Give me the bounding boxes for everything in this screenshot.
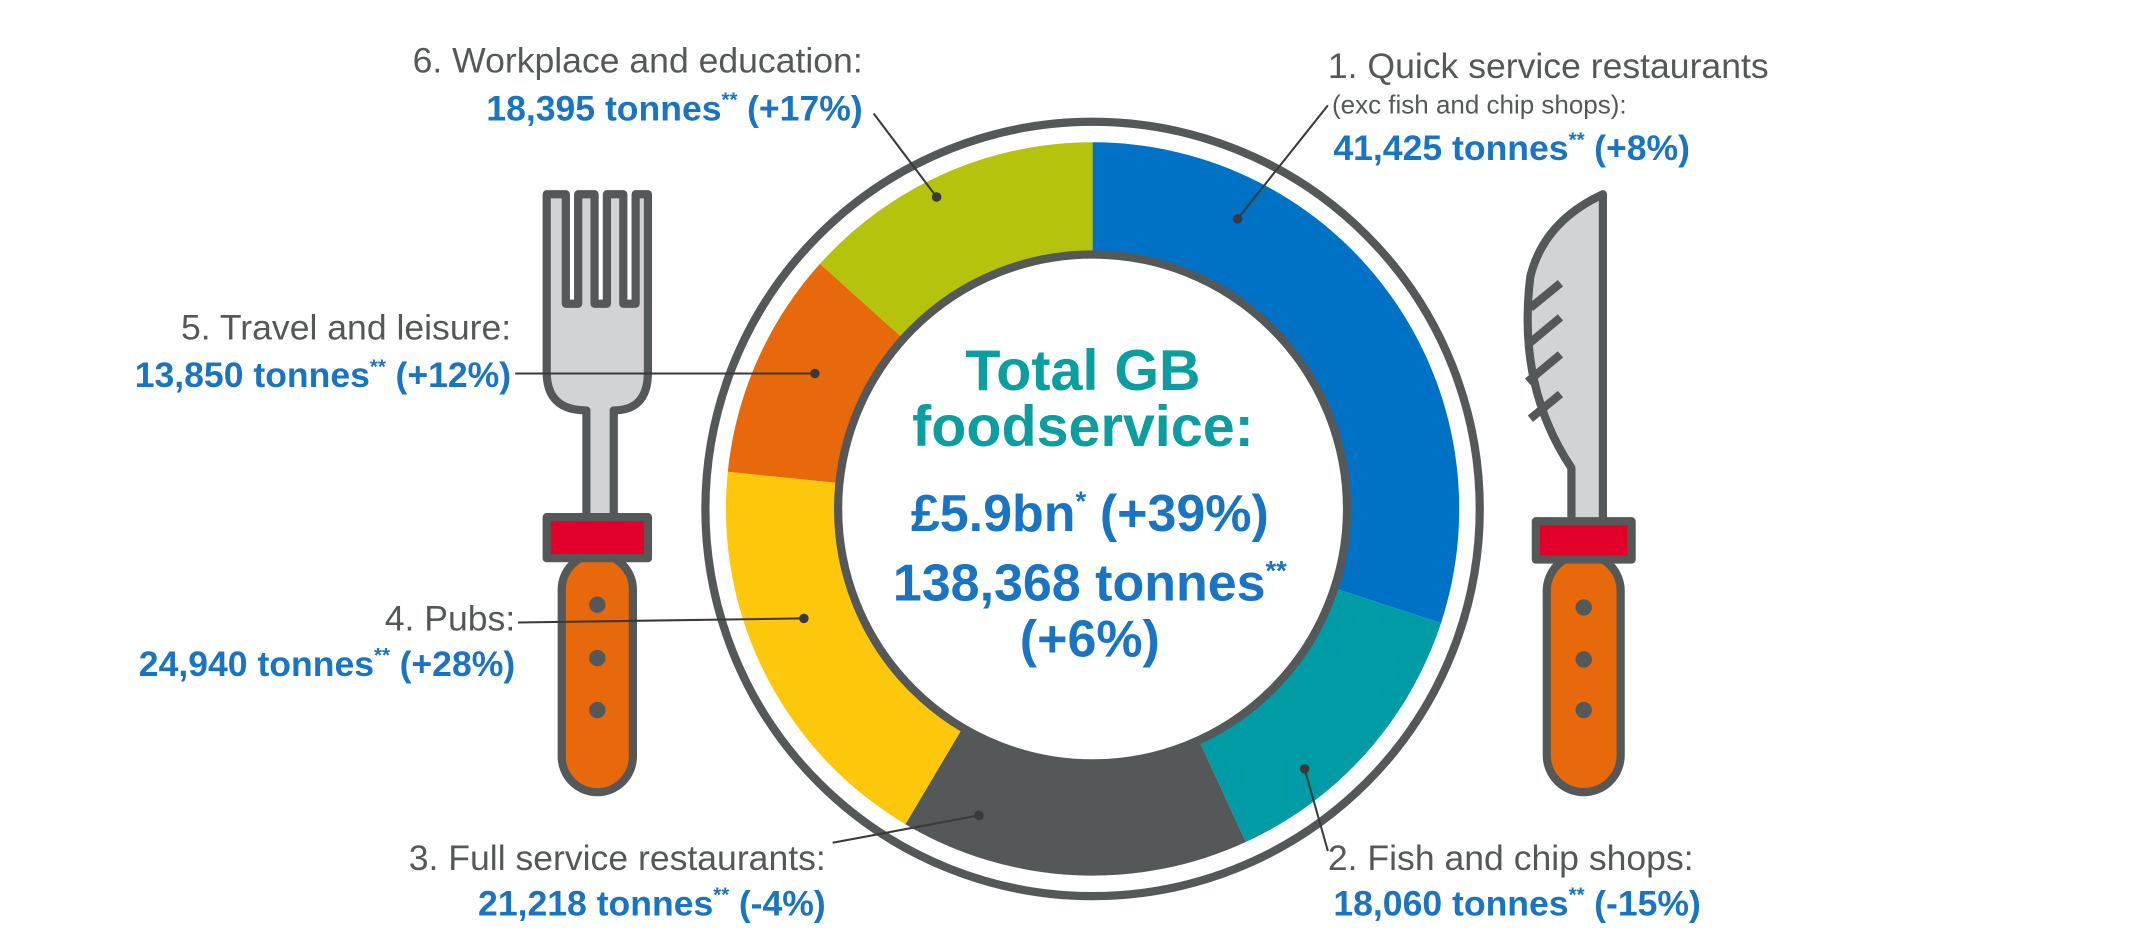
- center-title: foodservice:: [912, 395, 1254, 459]
- category-label: 2. Fish and chip shops:: [1328, 838, 1694, 878]
- value-change: (+28%): [400, 644, 516, 684]
- leader-line: [517, 617, 804, 624]
- value-label: 18,060 tonnes** (-15%): [1333, 883, 1700, 923]
- donut-segment: [1198, 588, 1441, 843]
- leader-dot: [810, 368, 820, 379]
- donut-segment: [819, 142, 1093, 339]
- leader-line: [1303, 768, 1329, 852]
- value-label: 13,850 tonnes** (+12%): [135, 355, 511, 395]
- category-label: 3. Full service restaurants:: [409, 838, 826, 878]
- value-change: (+12%): [395, 355, 511, 395]
- value-note: **: [722, 89, 738, 112]
- category-label: 6. Workplace and education:: [413, 41, 863, 81]
- center-title: Total GB: [965, 339, 1200, 403]
- value-label: 18,395 tonnes** (+17%): [486, 88, 862, 128]
- leader-dot: [799, 613, 809, 624]
- value-text: 24,940 tonnes: [139, 644, 374, 684]
- labels: 1. Quick service restaurants 41,425 tonne…: [135, 41, 1769, 924]
- center-total: 138,368 tonnes**: [893, 555, 1287, 613]
- center-value-change: (+39%): [1100, 485, 1269, 543]
- donut: [725, 142, 1460, 876]
- leader-line: [832, 814, 980, 844]
- value-note: **: [370, 355, 386, 378]
- category-label: 1. Quick service restaurants: [1328, 46, 1769, 86]
- leader-dot: [974, 810, 984, 821]
- leader-dot: [1299, 764, 1310, 774]
- value-text: 41,425 tonnes: [1333, 128, 1568, 168]
- category-subtitle: (exc fish and chip shops):: [1332, 90, 1627, 120]
- value-note: **: [374, 644, 390, 667]
- category-label: 4. Pubs:: [385, 599, 515, 639]
- center-total-change: (+6%): [1020, 611, 1160, 669]
- value-text: 18,060 tonnes: [1333, 883, 1568, 923]
- value-text: 13,850 tonnes: [135, 355, 370, 395]
- center-total-text: 138,368 tonnes: [893, 555, 1266, 613]
- plate-center: [833, 250, 1352, 768]
- donut-segment: [905, 727, 1246, 876]
- value-change: (+8%): [1594, 128, 1690, 168]
- value-note: **: [1569, 884, 1585, 907]
- value-change: (-4%): [739, 883, 826, 923]
- leader-dot: [1232, 214, 1243, 224]
- center-total-note: **: [1266, 555, 1288, 586]
- value-note: **: [1569, 128, 1585, 151]
- center-value: £5.9bn* (+39%): [911, 485, 1269, 543]
- value-change: (+17%): [747, 88, 863, 128]
- value-label: 24,940 tonnes** (+28%): [139, 644, 515, 684]
- value-change: (-15%): [1594, 883, 1701, 923]
- leader-dot: [931, 192, 942, 202]
- category-label: 5. Travel and leisure:: [181, 307, 511, 347]
- value-note: **: [713, 884, 729, 907]
- donut-segment: [725, 471, 963, 825]
- center-value-text: £5.9bn: [911, 485, 1076, 543]
- donut-segment: [1092, 142, 1460, 624]
- fork-icon: [542, 190, 653, 797]
- center-value-note: *: [1075, 485, 1086, 516]
- value-label: 21,218 tonnes** (-4%): [478, 883, 826, 923]
- leader-line: [1236, 104, 1329, 220]
- value-label: 41,425 tonnes** (+8%): [1333, 128, 1690, 168]
- value-text: 21,218 tonnes: [478, 883, 713, 923]
- knife-icon: [1523, 190, 1636, 797]
- leader-line: [872, 112, 938, 198]
- value-text: 18,395 tonnes: [486, 88, 721, 128]
